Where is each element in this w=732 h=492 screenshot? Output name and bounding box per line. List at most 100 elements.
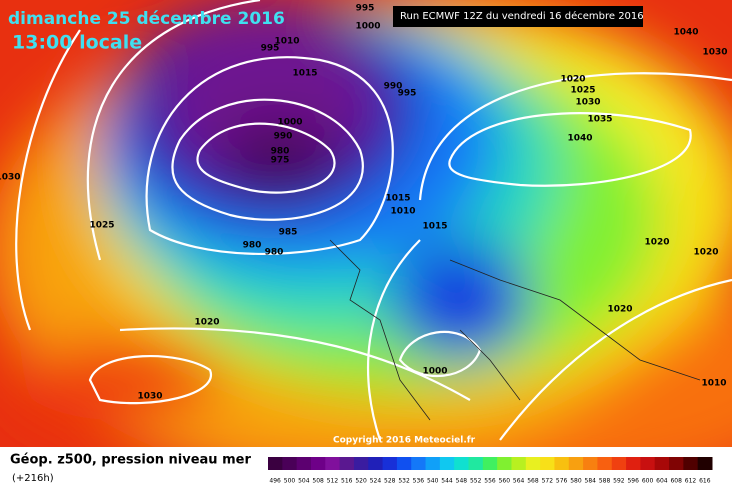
- isobar-label: 995: [398, 89, 417, 99]
- isobar-label: 980: [265, 248, 284, 258]
- isobar-label: 1010: [274, 37, 299, 47]
- color-swatch: [282, 457, 298, 470]
- footer-title: Géop. z500, pression niveau mer: [10, 453, 251, 468]
- colorbar-label: 536: [413, 478, 425, 485]
- colorbar-label: 600: [642, 478, 654, 485]
- isobar-label: 985: [279, 228, 298, 238]
- color-swatch: [540, 457, 555, 470]
- colorbar-label: 496: [269, 478, 281, 485]
- colorbar-label: 512: [327, 478, 339, 485]
- color-swatch: [583, 457, 598, 470]
- isobar-label: 995: [261, 44, 280, 54]
- color-swatch: [411, 457, 427, 470]
- run-info: Run ECMWF 12Z du vendredi 16 décembre 20…: [400, 10, 644, 22]
- color-swatch: [525, 457, 541, 470]
- lead-time: (+216h): [12, 473, 54, 484]
- colorbar-label: 524: [370, 478, 382, 485]
- color-swatch: [439, 457, 455, 470]
- isobar-label: 1010: [701, 379, 726, 389]
- isobar-label: 1015: [422, 222, 447, 232]
- isobar-label: 1015: [292, 69, 317, 79]
- isobar-label: 1030: [575, 98, 600, 108]
- colorbar-label: 552: [470, 478, 482, 485]
- colorbar-label: 504: [298, 478, 310, 485]
- isobar-labels: 9951000101010159909959951000990980975985…: [0, 4, 728, 402]
- color-swatch: [626, 457, 641, 470]
- color-swatch: [511, 457, 527, 470]
- colorbar-label: 540: [427, 478, 439, 485]
- colorbar-label: 584: [585, 478, 597, 485]
- copyright: Copyright 2016 Meteociel.fr: [333, 436, 476, 446]
- isobar-label: 1030: [0, 173, 21, 183]
- color-swatch: [396, 457, 412, 470]
- colorbar-label: 616: [699, 478, 711, 485]
- colorbar-label: 548: [456, 478, 468, 485]
- color-swatch: [497, 457, 512, 470]
- color-swatch: [268, 457, 283, 470]
- isobar-label: 1025: [89, 221, 114, 231]
- isobar-label: 1035: [587, 115, 612, 125]
- colorbar-label: 588: [599, 478, 611, 485]
- color-swatch: [339, 457, 355, 470]
- colorbar-label: 520: [355, 478, 367, 485]
- color-swatch: [654, 457, 670, 470]
- color-swatch: [296, 457, 312, 470]
- color-swatch: [353, 457, 369, 470]
- isobar-label: 980: [243, 241, 262, 251]
- colorbar-label: 564: [513, 478, 525, 485]
- isobar-label: 975: [271, 156, 290, 166]
- color-swatch: [325, 457, 341, 470]
- color-swatch: [310, 457, 326, 470]
- isobar-label: 1010: [390, 207, 415, 217]
- colorbar-label: 560: [499, 478, 511, 485]
- colorbar-label: 580: [570, 478, 582, 485]
- isobar-label: 1000: [422, 367, 447, 377]
- colorbar-label: 568: [527, 478, 539, 485]
- isobar-label: 980: [271, 147, 290, 157]
- colorbar-label: 608: [670, 478, 682, 485]
- isobar-label: 1000: [355, 22, 380, 32]
- color-swatch: [554, 457, 570, 470]
- isobar-label: 1030: [137, 392, 162, 402]
- color-swatch: [597, 457, 613, 470]
- color-swatch: [611, 457, 627, 470]
- isobar-label: 1040: [567, 134, 592, 144]
- colorbar-label: 572: [542, 478, 554, 485]
- isobar-label: 990: [274, 132, 293, 142]
- isobar-label: 1020: [560, 75, 585, 85]
- colorbar-label: 556: [484, 478, 496, 485]
- color-swatch: [454, 457, 470, 470]
- colorbar-label: 592: [613, 478, 625, 485]
- color-swatch: [482, 457, 498, 470]
- isobar-label: 1020: [194, 318, 219, 328]
- color-swatch: [669, 457, 684, 470]
- colorbar-label: 532: [398, 478, 410, 485]
- isobar-label: 1015: [385, 194, 410, 204]
- color-swatch: [568, 457, 584, 470]
- isobar-label: 1020: [607, 305, 632, 315]
- colorbar-label: 508: [312, 478, 324, 485]
- colorbar-label: 516: [341, 478, 353, 485]
- colorbar-label: 596: [627, 478, 639, 485]
- isobar-label: 1040: [673, 28, 698, 38]
- forecast-date: dimanche 25 décembre 2016: [8, 9, 285, 29]
- isobar-label: 1025: [570, 86, 595, 96]
- colorbar: 496 500 504 508 512 516 520 524 528 532 536 540 544 5…: [268, 457, 713, 485]
- colorbar-label: 576: [556, 478, 568, 485]
- run-box: [393, 6, 643, 27]
- colorbar-label: 500: [284, 478, 296, 485]
- isobar-label: 1000: [277, 118, 302, 128]
- color-swatch: [368, 457, 384, 470]
- colorbar-label: 544: [441, 478, 453, 485]
- isobar-label: 990: [384, 82, 403, 92]
- isobar-label: 1020: [644, 238, 669, 248]
- color-swatch: [468, 457, 484, 470]
- color-swatch: [382, 457, 398, 470]
- color-swatch: [640, 457, 656, 470]
- color-swatch: [683, 457, 699, 470]
- colorbar-label: 528: [384, 478, 396, 485]
- isobar-label: 1030: [702, 48, 727, 58]
